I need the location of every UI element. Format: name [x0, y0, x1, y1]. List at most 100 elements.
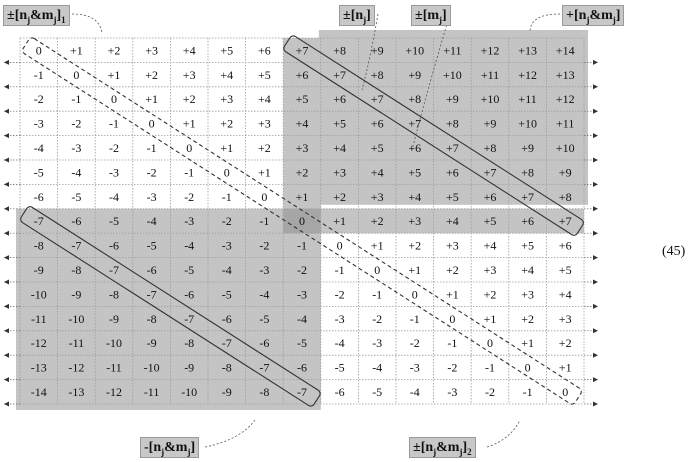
matrix-cell: -4 [34, 141, 44, 155]
matrix-cell: -14 [31, 385, 47, 399]
matrix-cell: -8 [34, 239, 44, 253]
row-arrowhead-right [593, 109, 598, 114]
matrix-cell: -1 [34, 68, 44, 82]
matrix-cell: +6 [258, 43, 271, 57]
matrix-cell: 0 [73, 68, 79, 82]
matrix-cell: -12 [68, 361, 84, 375]
connector-nm-2 [487, 420, 520, 447]
matrix-cell: -9 [34, 263, 44, 277]
matrix-cell: -6 [297, 361, 307, 375]
matrix-cell: -3 [184, 214, 194, 228]
matrix-cell: +4 [371, 165, 384, 179]
row-arrowhead-left [4, 158, 9, 163]
matrix-cell: -3 [109, 165, 119, 179]
row-arrowhead-left [4, 280, 9, 285]
matrix-cell: +10 [443, 68, 462, 82]
matrix-cell: -2 [335, 287, 345, 301]
matrix-cell: -6 [259, 336, 269, 350]
matrix-cell: +4 [183, 43, 196, 57]
matrix-cell: +5 [296, 92, 309, 106]
matrix-cell: -8 [222, 361, 232, 375]
matrix-cell: -2 [71, 117, 81, 131]
matrix-cell: -10 [68, 312, 84, 326]
row-arrowhead-right [593, 304, 598, 309]
row-arrowhead-right [593, 377, 598, 382]
matrix-cell: -4 [259, 287, 269, 301]
matrix-cell: 0 [224, 165, 230, 179]
matrix-cell: -8 [109, 287, 119, 301]
row-arrowhead-right [593, 255, 598, 260]
matrix-cell: +4 [333, 141, 346, 155]
matrix-cell: +12 [518, 68, 537, 82]
matrix-cell: +8 [408, 92, 421, 106]
matrix-cell: +5 [521, 239, 534, 253]
matrix-cell: +6 [296, 68, 309, 82]
matrix-cell: +11 [443, 43, 461, 57]
matrix-cell: +2 [484, 287, 497, 301]
matrix-cell: -3 [410, 361, 420, 375]
matrix-cell: +6 [521, 214, 534, 228]
matrix-cell: +7 [484, 165, 497, 179]
matrix-cell: -1 [222, 190, 232, 204]
matrix-cell: -1 [147, 141, 157, 155]
matrix-cell: +2 [333, 190, 346, 204]
matrix-cell: +10 [405, 43, 424, 57]
row-arrowhead-left [4, 402, 9, 407]
matrix-cell: +1 [521, 336, 534, 350]
matrix-cell: -5 [297, 336, 307, 350]
matrix-cell: 0 [261, 190, 267, 204]
matrix-cell: +3 [258, 117, 271, 131]
matrix-cell: -9 [147, 336, 157, 350]
matrix-cell: +3 [484, 263, 497, 277]
row-arrowhead-left [4, 109, 9, 114]
matrix-cell: -6 [109, 239, 119, 253]
matrix-cell: -4 [297, 312, 307, 326]
matrix-cell: +9 [484, 117, 497, 131]
matrix-cell: -7 [222, 336, 232, 350]
matrix-cell: -11 [144, 385, 160, 399]
matrix-cell: +13 [518, 43, 537, 57]
row-arrowhead-right [593, 206, 598, 211]
matrix-cell: +11 [481, 68, 499, 82]
matrix-cell: -5 [222, 287, 232, 301]
matrix-cell: -5 [71, 190, 81, 204]
matrix-cell: 0 [487, 336, 493, 350]
matrix-cell: -3 [259, 263, 269, 277]
matrix-cell: 0 [337, 239, 343, 253]
matrix-cell: -2 [447, 361, 457, 375]
matrix-cell: -8 [71, 263, 81, 277]
matrix-cell: -2 [109, 141, 119, 155]
row-arrowhead-right [593, 60, 598, 65]
matrix-cell: +4 [484, 239, 497, 253]
matrix-cell: -5 [335, 361, 345, 375]
matrix-cell: +5 [333, 117, 346, 131]
row-arrowhead-left [4, 231, 9, 236]
matrix-cell: +1 [446, 287, 459, 301]
matrix-cell: 0 [111, 92, 117, 106]
matrix-cell: +1 [484, 312, 497, 326]
matrix-cell: -12 [106, 385, 122, 399]
matrix-cell: -1 [71, 92, 81, 106]
matrix-cell: -8 [259, 385, 269, 399]
matrix-cell: +1 [145, 92, 158, 106]
row-arrowhead-right [593, 328, 598, 333]
matrix-cell: -1 [485, 361, 495, 375]
matrix-cell: +4 [408, 190, 421, 204]
matrix-cell: -5 [147, 239, 157, 253]
row-arrowhead-right [593, 182, 598, 187]
matrix-cell: +11 [556, 117, 574, 131]
connector-nm-1 [72, 14, 102, 34]
matrix-cell: -1 [447, 336, 457, 350]
matrix-cell: -11 [31, 312, 47, 326]
label-n: ±[nj] [339, 5, 375, 26]
row-arrowhead-right [593, 231, 598, 236]
matrix-cell: +2 [145, 68, 158, 82]
matrix-cell: 0 [449, 312, 455, 326]
matrix-cell: +6 [446, 165, 459, 179]
matrix-cell: -4 [71, 165, 81, 179]
matrix-cell: -6 [222, 312, 232, 326]
matrix-cell: +12 [481, 43, 500, 57]
matrix-cell: -9 [109, 312, 119, 326]
matrix-cell: +2 [258, 141, 271, 155]
matrix-cell: +2 [108, 43, 121, 57]
